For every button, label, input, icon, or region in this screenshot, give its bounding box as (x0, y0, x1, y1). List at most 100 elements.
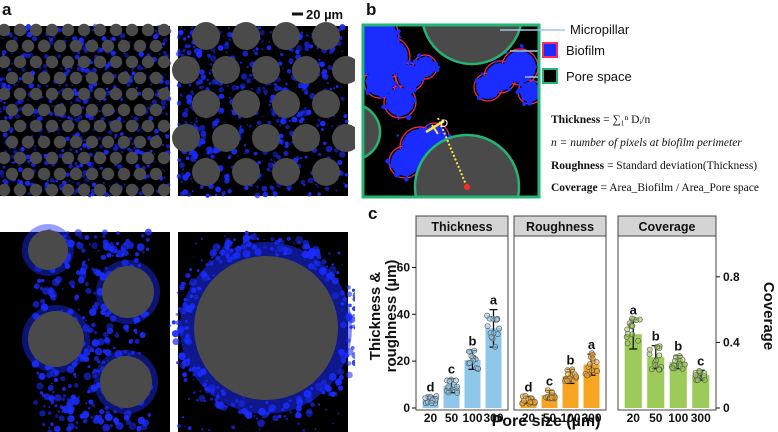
y-axis-title-line2: roughness (µm) (383, 260, 400, 373)
ytick-left-0: 0 (403, 401, 410, 415)
point-1-3-10 (594, 368, 601, 375)
point-2-1-5 (648, 366, 655, 373)
point-0-1-12 (446, 378, 453, 385)
point-0-1-11 (445, 383, 452, 390)
legend-micropillar: Micropillar (570, 22, 630, 37)
xtick-0-2: 100 (462, 411, 482, 425)
point-2-1-8 (656, 352, 663, 359)
point-2-3-13 (701, 377, 708, 383)
xtick-2-0: 20 (627, 411, 641, 425)
eq-thickness: Thickness = ∑₁ⁿ Dᵢ/n (551, 114, 650, 126)
point-0-3-11 (494, 331, 501, 338)
panel-label-b: b (366, 0, 377, 19)
point-2-2-6 (676, 353, 683, 359)
point-0-3-12 (492, 343, 499, 350)
radius-line (437, 117, 468, 188)
micropillar-left (363, 104, 382, 160)
ytick-left-60: 60 (397, 260, 411, 274)
ytick-right-1: 0.4 (723, 335, 740, 349)
xtick-0-0: 20 (424, 411, 438, 425)
point-2-1-12 (654, 343, 660, 350)
facet-title-2: Coverage (639, 220, 696, 234)
eq-coverage: Coverage = Area_Biofilm / Area_Pore spac… (551, 182, 759, 194)
point-0-0-13 (428, 400, 435, 406)
point-0-3-8 (484, 323, 491, 330)
left-y-axis: 0 20 40 60 (397, 260, 416, 415)
eq-roughness: Roughness = Standard deviation(Thickness… (551, 160, 757, 172)
sig-letter-1-1: c (546, 373, 553, 388)
xtick-1-1: 50 (543, 411, 557, 425)
micropillar-top (421, 25, 523, 66)
point-0-2-5 (471, 347, 478, 354)
point-0-1-10 (454, 383, 461, 390)
point-0-3-4 (496, 325, 503, 332)
bar-0-2 (464, 359, 481, 408)
eq-thickness-rhs: = ∑₁ⁿ Dᵢ/n (603, 114, 651, 126)
panel-label-a: a (2, 0, 12, 19)
point-2-1-9 (652, 362, 659, 369)
point-0-2-3 (466, 348, 472, 355)
sig-letter-1-0: d (525, 379, 533, 394)
point-1-2-11 (565, 371, 571, 378)
xtick-2-1: 50 (649, 411, 663, 425)
sig-letter-0-3: a (490, 293, 498, 308)
point-2-1-3 (653, 357, 660, 364)
legend-pore-space: Pore space (566, 69, 632, 84)
point-2-0-12 (629, 323, 636, 329)
pillar-center-dot (464, 184, 470, 190)
panel-a-micrographs: 20 µm (0, 7, 355, 432)
x-axis-title: Pore size (µm) (492, 413, 601, 430)
point-1-1-12 (548, 394, 555, 401)
point-1-0-13 (527, 399, 534, 406)
point-1-3-6 (593, 359, 600, 365)
eq-coverage-rhs: = Area_Biofilm / Area_Pore space (600, 182, 760, 194)
sig-letter-0-1: c (448, 362, 455, 377)
xtick-0-3: 300 (483, 411, 503, 425)
point-2-1-0 (646, 351, 653, 358)
sig-letter-2-3: c (697, 353, 704, 368)
y-axis-title-right: Coverage (760, 282, 777, 350)
xtick-1-2: 100 (560, 411, 580, 425)
ytick-left-20: 20 (397, 354, 411, 368)
point-2-0-11 (624, 330, 631, 337)
point-1-2-5 (569, 366, 576, 373)
ytick-left-40: 40 (397, 307, 411, 321)
panel-label-c: c (368, 204, 378, 223)
point-2-1-11 (656, 366, 662, 373)
diagram-D-label: D (440, 118, 448, 130)
bar-2-2 (669, 362, 687, 408)
xtick-1-0: 20 (522, 411, 536, 425)
pore-space-frame (361, 23, 541, 199)
point-2-3-10 (692, 372, 699, 379)
sig-letter-2-0: a (630, 302, 638, 317)
micrograph-20um (0, 23, 172, 198)
xtick-0-1: 50 (445, 411, 459, 425)
point-2-1-13 (646, 346, 653, 353)
scale-bar-label: 20 µm (306, 7, 343, 22)
eq-roughness-rhs: = Standard deviation(Thickness) (606, 160, 758, 172)
point-0-1-13 (453, 377, 459, 384)
sig-letter-2-2: b (674, 339, 682, 354)
facet-title-1: Roughness (526, 220, 594, 234)
legend-biofilm: Biofilm (566, 43, 605, 58)
ytick-right-2: 0.8 (723, 270, 740, 284)
point-2-3-11 (694, 377, 701, 384)
point-2-0-13 (624, 340, 631, 347)
thickness-tick (431, 124, 439, 135)
xtick-2-3: 300 (691, 411, 711, 425)
micrograph-50um (172, 22, 355, 199)
thickness-segment (425, 119, 445, 134)
sig-letter-0-2: b (469, 334, 477, 349)
xtick-1-3: 300 (581, 411, 601, 425)
pore-space-swatch (542, 68, 558, 84)
point-1-3-12 (589, 355, 596, 362)
point-0-2-12 (468, 353, 475, 360)
point-0-1-8 (454, 389, 461, 396)
micrograph-100um (0, 224, 170, 432)
point-1-3-9 (588, 367, 595, 374)
sig-letter-2-1: b (652, 329, 660, 344)
point-0-3-10 (494, 316, 500, 323)
eq-coverage-label: Coverage (551, 182, 598, 194)
point-1-2-13 (573, 373, 579, 380)
